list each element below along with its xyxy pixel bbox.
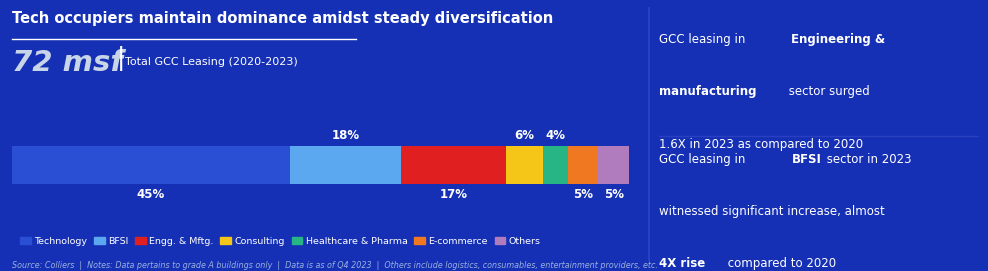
Bar (401, 146, 506, 184)
Bar (289, 146, 401, 184)
Text: 1.6X in 2023 as compared to 2020: 1.6X in 2023 as compared to 2020 (659, 138, 864, 151)
Text: BFSI: BFSI (791, 153, 821, 166)
Text: 5%: 5% (573, 188, 593, 201)
Text: compared to 2020: compared to 2020 (724, 257, 837, 270)
Text: GCC leasing in: GCC leasing in (659, 153, 749, 166)
Text: sector in 2023: sector in 2023 (823, 153, 912, 166)
Legend: Technology, BFSI, Engg. & Mftg., Consulting, Healthcare & Pharma, E-commerce, Ot: Technology, BFSI, Engg. & Mftg., Consult… (17, 233, 544, 250)
Bar (543, 146, 568, 184)
Text: sector surged: sector surged (785, 85, 869, 98)
Text: manufacturing: manufacturing (659, 85, 757, 98)
Text: Tech occupiers maintain dominance amidst steady diversification: Tech occupiers maintain dominance amidst… (12, 11, 553, 26)
Text: 45%: 45% (136, 188, 165, 201)
Text: witnessed significant increase, almost: witnessed significant increase, almost (659, 205, 884, 218)
Bar (599, 146, 629, 184)
Text: 18%: 18% (331, 129, 360, 142)
Text: GCC leasing in: GCC leasing in (659, 33, 749, 46)
Text: Total GCC Leasing (2020-2023): Total GCC Leasing (2020-2023) (125, 57, 298, 67)
Text: 4%: 4% (545, 129, 565, 142)
Text: 17%: 17% (440, 188, 467, 201)
Text: |: | (117, 46, 124, 71)
Text: Source: Colliers  |  Notes: Data pertains to grade A buildings only  |  Data is : Source: Colliers | Notes: Data pertains … (12, 261, 658, 270)
Text: 4X rise: 4X rise (659, 257, 705, 270)
Text: Engineering &: Engineering & (791, 33, 885, 46)
Bar (506, 146, 543, 184)
Bar (12, 146, 289, 184)
Text: 6%: 6% (515, 129, 535, 142)
Bar (568, 146, 599, 184)
Text: 5%: 5% (604, 188, 623, 201)
Text: 72 msf: 72 msf (12, 49, 123, 77)
